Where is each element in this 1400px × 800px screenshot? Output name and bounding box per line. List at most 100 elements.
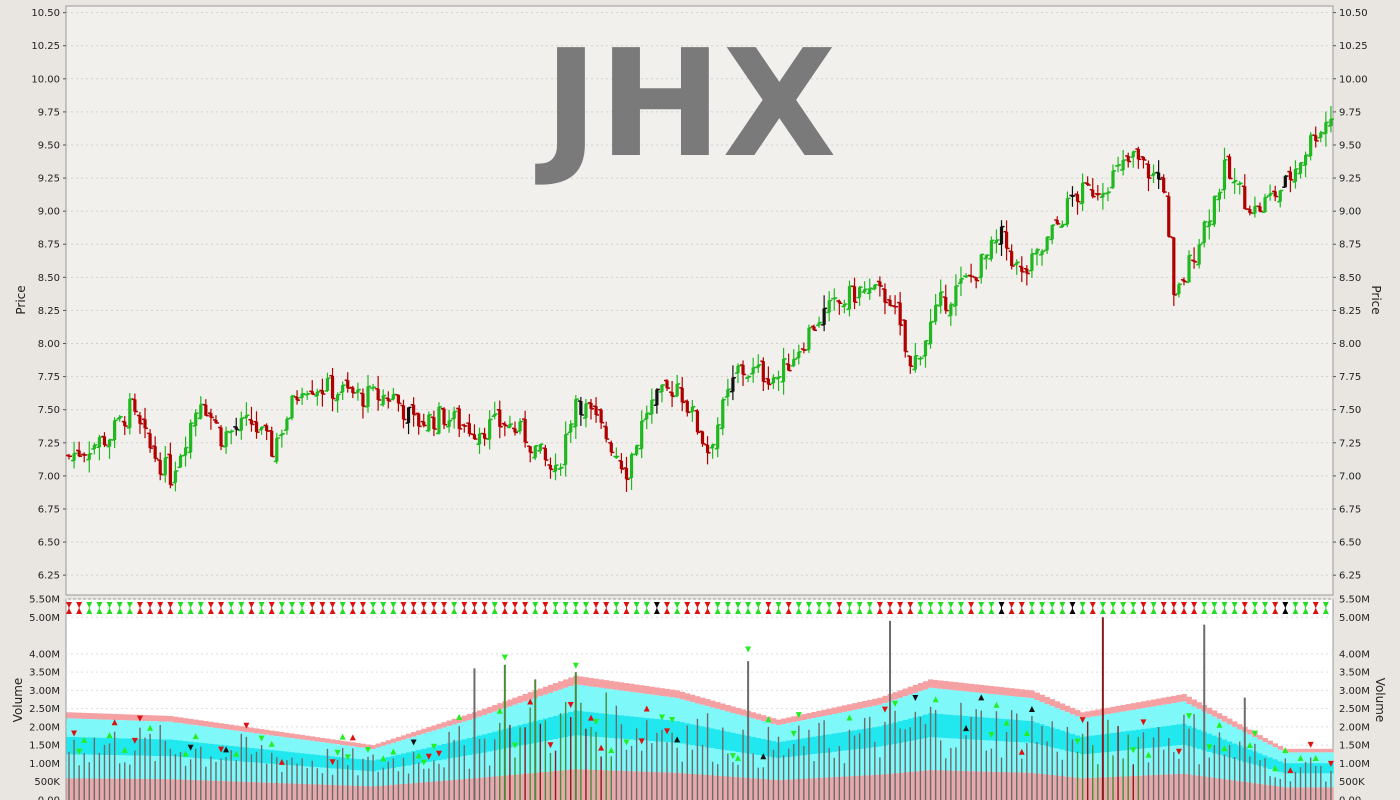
- volume-band-lower: [1323, 773, 1329, 788]
- candle-body: [259, 427, 264, 430]
- volume-band-mid: [482, 715, 488, 735]
- candle-body: [548, 464, 553, 470]
- volume-band-upper: [862, 700, 868, 708]
- price-tick-label-right: 6.50: [1339, 538, 1361, 549]
- candle-body: [528, 446, 532, 453]
- down-arrow-marker: [1074, 738, 1081, 745]
- volume-band-upper: [542, 686, 549, 695]
- volume-tick-label-right: 3.50M: [1339, 668, 1370, 679]
- volume-band-core: [1166, 725, 1172, 747]
- volume-band-mid: [1090, 716, 1096, 736]
- candle-body: [771, 377, 776, 384]
- volume-band-upper: [370, 745, 376, 750]
- volume-band-upper: [309, 736, 316, 741]
- volume-band-upper: [101, 713, 108, 720]
- candle-body: [1288, 171, 1292, 180]
- candle-body: [1192, 260, 1196, 262]
- candle-body: [1081, 182, 1085, 204]
- candle-body: [1060, 224, 1064, 228]
- volume-band-core: [1292, 763, 1299, 774]
- volume-band-mid: [689, 702, 696, 725]
- volume-band-mid: [836, 712, 843, 733]
- candle-body: [766, 378, 770, 385]
- volume-tick-label-right: 2.50M: [1339, 704, 1370, 715]
- volume-band-mid: [1161, 704, 1167, 727]
- volume-band-upper: [1232, 721, 1238, 727]
- volume-band-mid: [1196, 709, 1202, 730]
- candle-body: [381, 395, 385, 405]
- up-arrow-marker: [339, 733, 346, 740]
- volume-band-upper: [436, 723, 442, 730]
- volume-band-upper: [238, 726, 245, 732]
- volume-band-upper: [517, 695, 523, 704]
- volume-band-mid: [431, 730, 437, 747]
- price-axis-label-right: Price: [1369, 285, 1383, 314]
- volume-band-core: [715, 729, 721, 750]
- candle-body: [558, 467, 563, 470]
- candle-body: [518, 421, 522, 432]
- volume-band-upper: [279, 732, 285, 737]
- volume-band-core: [948, 714, 954, 739]
- volume-band-upper: [1044, 696, 1050, 705]
- down-arrow-marker: [435, 750, 442, 757]
- volume-band-mid: [674, 698, 680, 722]
- up-arrow-marker: [1287, 767, 1294, 774]
- candle-body: [569, 424, 573, 433]
- volume-band-mid: [1034, 700, 1040, 723]
- down-arrow-marker: [912, 694, 919, 701]
- volume-band-upper: [770, 718, 777, 724]
- volume-band-mid: [167, 721, 174, 740]
- candle-body: [189, 423, 193, 453]
- volume-band-core: [86, 737, 93, 755]
- candle-body: [1212, 196, 1216, 225]
- down-arrow-marker: [218, 746, 225, 753]
- volume-band-upper: [198, 720, 204, 726]
- volume-band-upper: [639, 685, 645, 694]
- volume-band-upper: [1166, 696, 1172, 704]
- candle-body: [97, 437, 102, 448]
- price-tick-label-right: 7.00: [1339, 471, 1361, 482]
- volume-band-mid: [1156, 705, 1162, 727]
- volume-band-mid: [558, 689, 564, 715]
- candle-body: [356, 389, 360, 393]
- volume-band-upper: [157, 715, 164, 722]
- price-tick-label-left: 7.00: [38, 471, 60, 482]
- down-arrow-marker: [1327, 760, 1334, 767]
- volume-band-mid: [1074, 716, 1081, 736]
- volume-band-mid: [755, 719, 762, 738]
- volume-band-upper: [259, 729, 265, 735]
- volume-band-core: [177, 740, 184, 758]
- candle-body: [1010, 251, 1014, 266]
- volume-band-lower: [1145, 748, 1152, 776]
- candle-body: [361, 393, 365, 407]
- volume-band-upper: [786, 717, 792, 724]
- volume-band-mid: [299, 739, 305, 754]
- volume-band-upper: [91, 713, 98, 720]
- volume-band-mid: [1287, 752, 1294, 764]
- volume-band-mid: [248, 732, 255, 748]
- volume-band-upper: [993, 686, 1000, 695]
- volume-band-core: [689, 724, 696, 746]
- up-arrow-marker: [1145, 751, 1152, 758]
- volume-band-upper: [1323, 748, 1329, 753]
- volume-band-mid: [1181, 701, 1187, 724]
- volume-band-core: [781, 741, 787, 758]
- volume-band-upper: [867, 699, 873, 707]
- volume-band-mid: [507, 706, 513, 728]
- volume-band-upper: [96, 713, 103, 720]
- volume-band-upper: [877, 697, 883, 705]
- volume-band-core: [983, 717, 990, 741]
- volume-band-core: [1090, 735, 1096, 754]
- volume-band-upper: [928, 679, 934, 688]
- volume-band-upper: [1085, 711, 1091, 718]
- down-arrow-marker: [729, 753, 736, 760]
- volume-band-core: [1044, 725, 1050, 747]
- volume-band-upper: [203, 721, 209, 727]
- price-tick-label-left: 7.50: [38, 405, 60, 416]
- volume-band-upper: [492, 704, 498, 712]
- volume-band-upper: [720, 703, 726, 711]
- candle-body: [239, 418, 243, 431]
- up-arrow-marker: [963, 725, 970, 732]
- volume-band-core: [406, 752, 412, 766]
- volume-band-mid: [1095, 715, 1101, 735]
